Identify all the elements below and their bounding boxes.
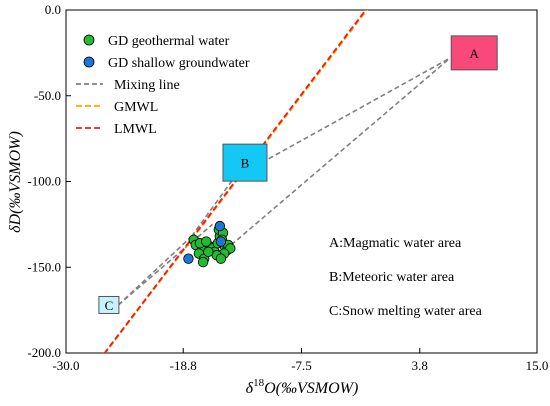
lines-layer xyxy=(103,10,451,353)
mixing-line-segment xyxy=(117,235,193,306)
legend-label-mixing: Mixing line xyxy=(114,78,180,93)
shallow-groundwater-point xyxy=(183,253,194,264)
y-tick-label: -100.0 xyxy=(27,174,61,189)
note-snow-melting: C:Snow melting water area xyxy=(329,304,483,319)
y-tick-label: -150.0 xyxy=(27,259,61,274)
geothermal-point xyxy=(197,256,209,268)
legend-label-gmwl: GMWL xyxy=(114,100,158,115)
area-box-label-b: B xyxy=(241,156,250,171)
x-tick-label: -30.0 xyxy=(52,358,79,373)
geothermal-point xyxy=(201,236,212,247)
legend: GD geothermal water GD shallow groundwat… xyxy=(76,34,250,137)
legend-label-shallow: GD shallow groundwater xyxy=(108,56,250,71)
area-box-b xyxy=(222,143,268,182)
mixing-line-segment xyxy=(261,57,451,164)
x-axis-label-main: O(‰VSMOW) xyxy=(264,380,358,397)
legend-marker-shallow xyxy=(83,56,95,68)
y-axis-label: δD(‰VSMOW) xyxy=(7,131,24,233)
ticks-layer: -30.0 -18.8 -7.5 3.8 15.0 0.0 -50.0 -100.0 -150.… xyxy=(27,2,548,373)
shallow-groundwater-point xyxy=(215,236,227,247)
area-box-label-c: C xyxy=(105,298,114,313)
points-layer xyxy=(183,220,236,268)
mixing-line-segment xyxy=(117,223,214,306)
legend-label-geothermal: GD geothermal water xyxy=(108,34,230,49)
area-boxes-layer: A B C xyxy=(98,35,498,314)
geothermal-point xyxy=(203,246,214,258)
x-axis-label-sup: 18 xyxy=(253,377,265,389)
geothermal-point xyxy=(215,253,227,264)
note-magmatic: A:Magmatic water area xyxy=(329,236,462,251)
x-axis-label-delta: δ xyxy=(246,380,254,397)
area-box-c xyxy=(98,295,120,314)
x-tick-label: -18.8 xyxy=(170,358,197,373)
mixing-line-segment xyxy=(224,57,451,251)
x-tick-label: -7.5 xyxy=(291,358,312,373)
legend-marker-geothermal xyxy=(83,34,95,46)
x-tick-label: 3.8 xyxy=(412,358,428,373)
x-axis-label: δ18O(‰VSMOW) xyxy=(246,377,359,397)
note-meteoric: B:Meteoric water area xyxy=(329,270,455,285)
area-box-a xyxy=(450,35,498,71)
y-tick-label: -200.0 xyxy=(27,345,61,360)
area-box-label-a: A xyxy=(470,46,480,61)
area-notes: A:Magmatic water area B:Meteoric water a… xyxy=(329,236,483,319)
legend-label-lmwl: LMWL xyxy=(114,122,157,137)
y-tick-label: -50.0 xyxy=(34,88,61,103)
shallow-groundwater-point xyxy=(214,220,226,232)
x-tick-label: 15.0 xyxy=(526,358,549,373)
y-tick-label: 0.0 xyxy=(45,2,61,17)
water-line-lmwl xyxy=(103,10,367,353)
